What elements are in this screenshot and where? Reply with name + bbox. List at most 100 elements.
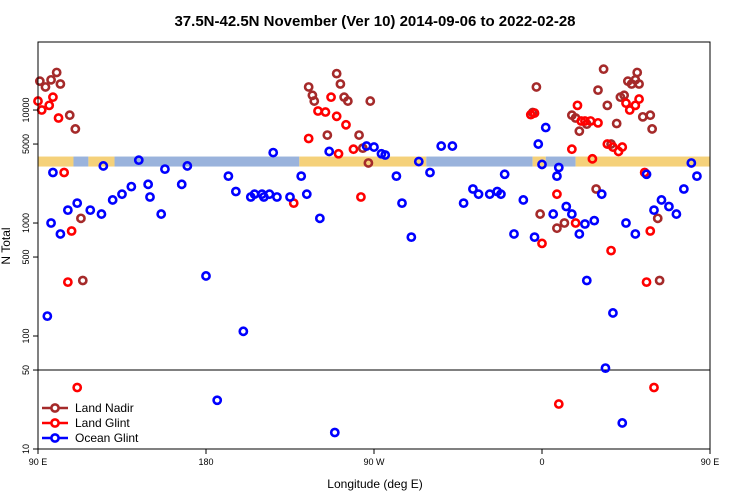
land-nadir-point	[632, 67, 643, 78]
ocean-glint-point	[608, 308, 618, 318]
ocean-glint-point	[566, 209, 577, 219]
land-nadir-point	[559, 218, 570, 228]
legend-label-land-glint: Land Glint	[75, 416, 130, 430]
land-nadir-point	[34, 76, 45, 87]
ocean-glint-point	[641, 169, 652, 180]
land-glint-point	[552, 189, 562, 200]
ocean-glint-point	[406, 232, 417, 243]
y-tick-label: 10	[21, 444, 31, 454]
ocean-glint-point	[678, 184, 689, 194]
land-nadir-point	[574, 126, 585, 137]
ocean-glint-point	[581, 275, 592, 286]
ocean-glint-point	[548, 209, 559, 219]
land-nadir-point	[552, 223, 562, 234]
ocean-glint-point	[238, 326, 249, 337]
y-tick-label: 1000	[21, 213, 31, 233]
land-glint-point	[587, 153, 598, 164]
land-glint-point	[537, 238, 547, 249]
land-glint-point	[59, 167, 70, 178]
y-tick-label: 10000	[21, 98, 31, 123]
ocean-glint-point	[46, 218, 56, 228]
x-axis-label: Longitude (deg E)	[327, 477, 422, 491]
ocean-glint-point	[496, 189, 506, 200]
ocean-glint-point	[301, 189, 312, 200]
land-nadir-point	[645, 110, 656, 121]
legend-label-ocean-glint: Ocean Glint	[75, 431, 139, 445]
ocean-glint-point	[686, 158, 697, 168]
land-glint-point	[621, 98, 631, 109]
ocean-glint-point	[143, 179, 154, 190]
land-glint-point	[320, 107, 331, 117]
land-nadir-point	[70, 124, 81, 134]
land-glint-point	[606, 245, 616, 256]
land-nadir-point	[40, 82, 51, 92]
ocean-glint-point	[107, 195, 118, 205]
ocean-glint-point	[436, 141, 447, 151]
land-glint-point	[624, 105, 635, 115]
x-tick-label: 0	[539, 457, 544, 467]
ocean-glint-point	[447, 141, 458, 151]
land-nadir-point	[55, 79, 66, 89]
land-glint-point	[641, 277, 652, 287]
land-nadir-point	[76, 213, 86, 224]
legend-marker-land-glint	[50, 418, 60, 428]
ocean-glint-point	[176, 179, 187, 190]
band-segment-land	[299, 156, 427, 167]
ocean-glint-point	[552, 171, 562, 182]
y-tick-label: 50	[21, 365, 31, 375]
ocean-glint-point	[285, 192, 295, 202]
ocean-glint-point	[499, 169, 510, 180]
land-nadir-point	[647, 124, 658, 134]
land-glint-point	[570, 218, 581, 228]
land-nadir-point	[309, 96, 320, 106]
land-glint-point	[593, 117, 603, 128]
ocean-glint-point	[296, 171, 307, 182]
ocean-glint-point	[201, 271, 211, 281]
chart-title: 37.5N-42.5N November (Ver 10) 2014-09-06…	[174, 13, 575, 30]
land-glint-point	[348, 144, 359, 155]
land-glint-point	[553, 399, 564, 409]
land-nadir-point	[303, 82, 314, 92]
land-glint-point	[326, 92, 336, 103]
legend-marker-land-nadir	[50, 403, 60, 413]
land-nadir-point	[652, 213, 663, 224]
ocean-glint-point	[223, 171, 234, 182]
land-glint-point	[333, 148, 344, 159]
ocean-glint-point	[621, 218, 631, 228]
land-nadir-point	[77, 275, 88, 286]
land-glint-point	[62, 277, 73, 287]
land-glint-point	[566, 144, 577, 155]
band-segment-land	[38, 156, 74, 167]
ocean-glint-point	[380, 150, 391, 160]
ocean-glint-point	[589, 215, 600, 226]
land-nadir-point	[591, 184, 602, 194]
land-nadir-point	[335, 79, 346, 89]
data-points	[33, 64, 702, 438]
land-nadir-point	[365, 96, 376, 106]
land-glint-point	[634, 94, 644, 104]
x-tick-label: 90 E	[29, 457, 48, 467]
ocean-glint-point	[596, 189, 607, 200]
ocean-glint-point	[160, 164, 170, 175]
band-segment-ocean	[73, 156, 89, 167]
ocean-glint-point	[230, 186, 241, 197]
ocean-glint-point	[540, 122, 551, 133]
land-glint-point	[529, 108, 540, 118]
ocean-glint-point	[391, 171, 402, 182]
y-axis-label: N Total	[0, 227, 13, 264]
ocean-glint-point	[48, 167, 58, 178]
ocean-glint-point	[72, 198, 83, 209]
ocean-glint-point	[473, 189, 484, 200]
ocean-glint-point	[126, 181, 137, 192]
ocean-glint-point	[55, 229, 66, 239]
y-tick-label: 100	[21, 328, 31, 343]
ocean-glint-point	[574, 229, 585, 239]
ocean-glint-point	[133, 155, 144, 166]
ocean-glint-point	[85, 205, 96, 216]
ocean-glint-point	[156, 209, 167, 219]
land-glint-point	[48, 92, 58, 103]
ocean-glint-point	[145, 192, 155, 202]
ocean-glint-point	[212, 395, 223, 406]
ocean-glint-point	[272, 192, 282, 202]
ocean-glint-point	[62, 205, 73, 216]
